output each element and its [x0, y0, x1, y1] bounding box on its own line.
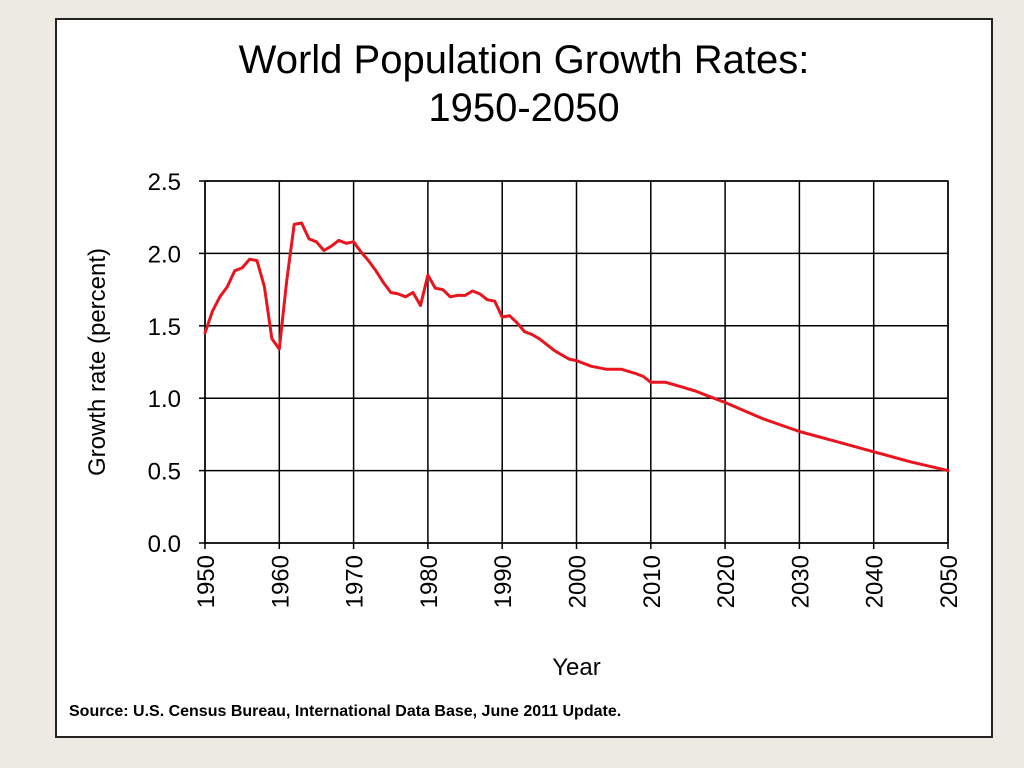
- y-tick-label-1.5: 1.5: [148, 314, 181, 341]
- y-tick-label-2.5: 2.5: [148, 169, 181, 196]
- y-tick-label-2.0: 2.0: [148, 241, 181, 268]
- x-axis-title: Year: [552, 654, 601, 681]
- x-tick-label-1980: 1980: [416, 555, 443, 608]
- y-axis-title: Growth rate (percent): [84, 248, 111, 476]
- series-layer: [203, 221, 950, 473]
- x-tick-label-2010: 2010: [639, 555, 666, 608]
- source-note: Source: U.S. Census Bureau, Internationa…: [69, 703, 622, 720]
- x-tick-label-1970: 1970: [342, 555, 369, 608]
- grid-layer: [199, 180, 949, 549]
- x-tick-label-2040: 2040: [862, 555, 889, 608]
- x-tick-labels: 1950 1960 1970 1980 1990 2000 2010 2020 2030 2040…: [193, 555, 963, 608]
- chart-title-line-2: 1950-2050: [428, 86, 620, 130]
- chart-title-line-1: World Population Growth Rates:: [238, 38, 810, 82]
- x-tick-label-1950: 1950: [193, 555, 220, 608]
- series-line-0: [203, 221, 950, 473]
- x-tick-label-1960: 1960: [267, 555, 294, 608]
- x-tick-label-2030: 2030: [787, 555, 814, 608]
- y-tick-label-0.0: 0.0: [148, 531, 181, 558]
- y-tick-labels: 0.0 0.5 1.0 1.5 2.0 2.5: [148, 169, 181, 558]
- line-chart: 0.0 0.5 1.0 1.5 2.0 2.5 1950 1960 1970 1980 1990 2…: [84, 169, 963, 681]
- x-tick-label-1990: 1990: [490, 555, 517, 608]
- slide-frame: World Population Growth Rates: 1950-2050…: [55, 18, 993, 738]
- x-tick-label-2020: 2020: [713, 555, 740, 608]
- x-tick-label-2050: 2050: [936, 555, 963, 608]
- chart-title: World Population Growth Rates: 1950-2050: [57, 36, 991, 132]
- y-tick-label-0.5: 0.5: [148, 459, 181, 486]
- y-tick-label-1.0: 1.0: [148, 386, 181, 413]
- x-tick-label-2000: 2000: [565, 555, 592, 608]
